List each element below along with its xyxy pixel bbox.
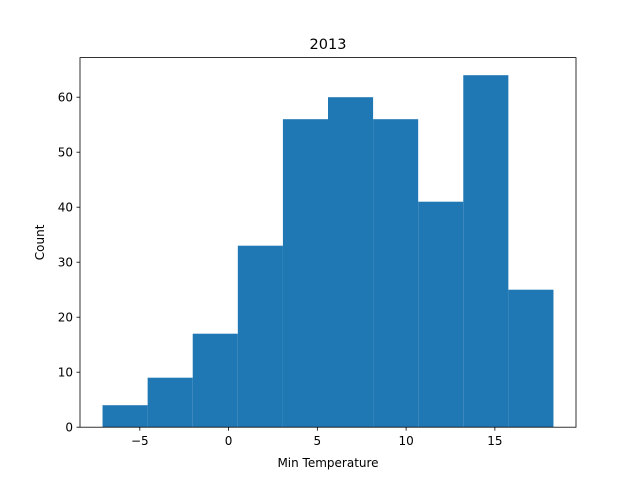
y-axis-label: Count — [33, 224, 47, 260]
histogram-bar — [102, 405, 148, 428]
y-tick-label: 30 — [58, 255, 73, 269]
y-tick-label: 50 — [58, 145, 73, 159]
y-tick-label: 10 — [58, 365, 73, 379]
y-tick-label: 60 — [58, 90, 73, 104]
histogram-bar — [282, 119, 328, 428]
x-tick-label: 10 — [398, 434, 413, 448]
histogram-bar — [373, 119, 419, 428]
bars-group — [102, 75, 554, 428]
y-tick-label: 20 — [58, 310, 73, 324]
x-tick-label: −5 — [131, 434, 149, 448]
histogram-bar — [418, 201, 464, 428]
x-axis-label: Min Temperature — [277, 456, 378, 470]
y-ticks-group: 0 10 20 30 40 50 60 — [58, 90, 80, 434]
x-tick-label: 5 — [314, 434, 322, 448]
y-tick-label: 0 — [65, 420, 73, 434]
y-tick-label: 40 — [58, 200, 73, 214]
x-tick-label: 0 — [225, 434, 233, 448]
histogram-bar — [192, 333, 238, 428]
chart-title: 2013 — [310, 37, 347, 53]
histogram-bar — [147, 377, 193, 428]
histogram-bar — [237, 245, 283, 428]
plot-frame — [79, 57, 577, 428]
histogram-bar — [508, 289, 554, 428]
x-ticks-group: −5 0 5 10 15 — [131, 427, 503, 448]
histogram-bar — [463, 75, 509, 428]
x-tick-label: 15 — [487, 434, 502, 448]
histogram-bar — [328, 97, 374, 428]
